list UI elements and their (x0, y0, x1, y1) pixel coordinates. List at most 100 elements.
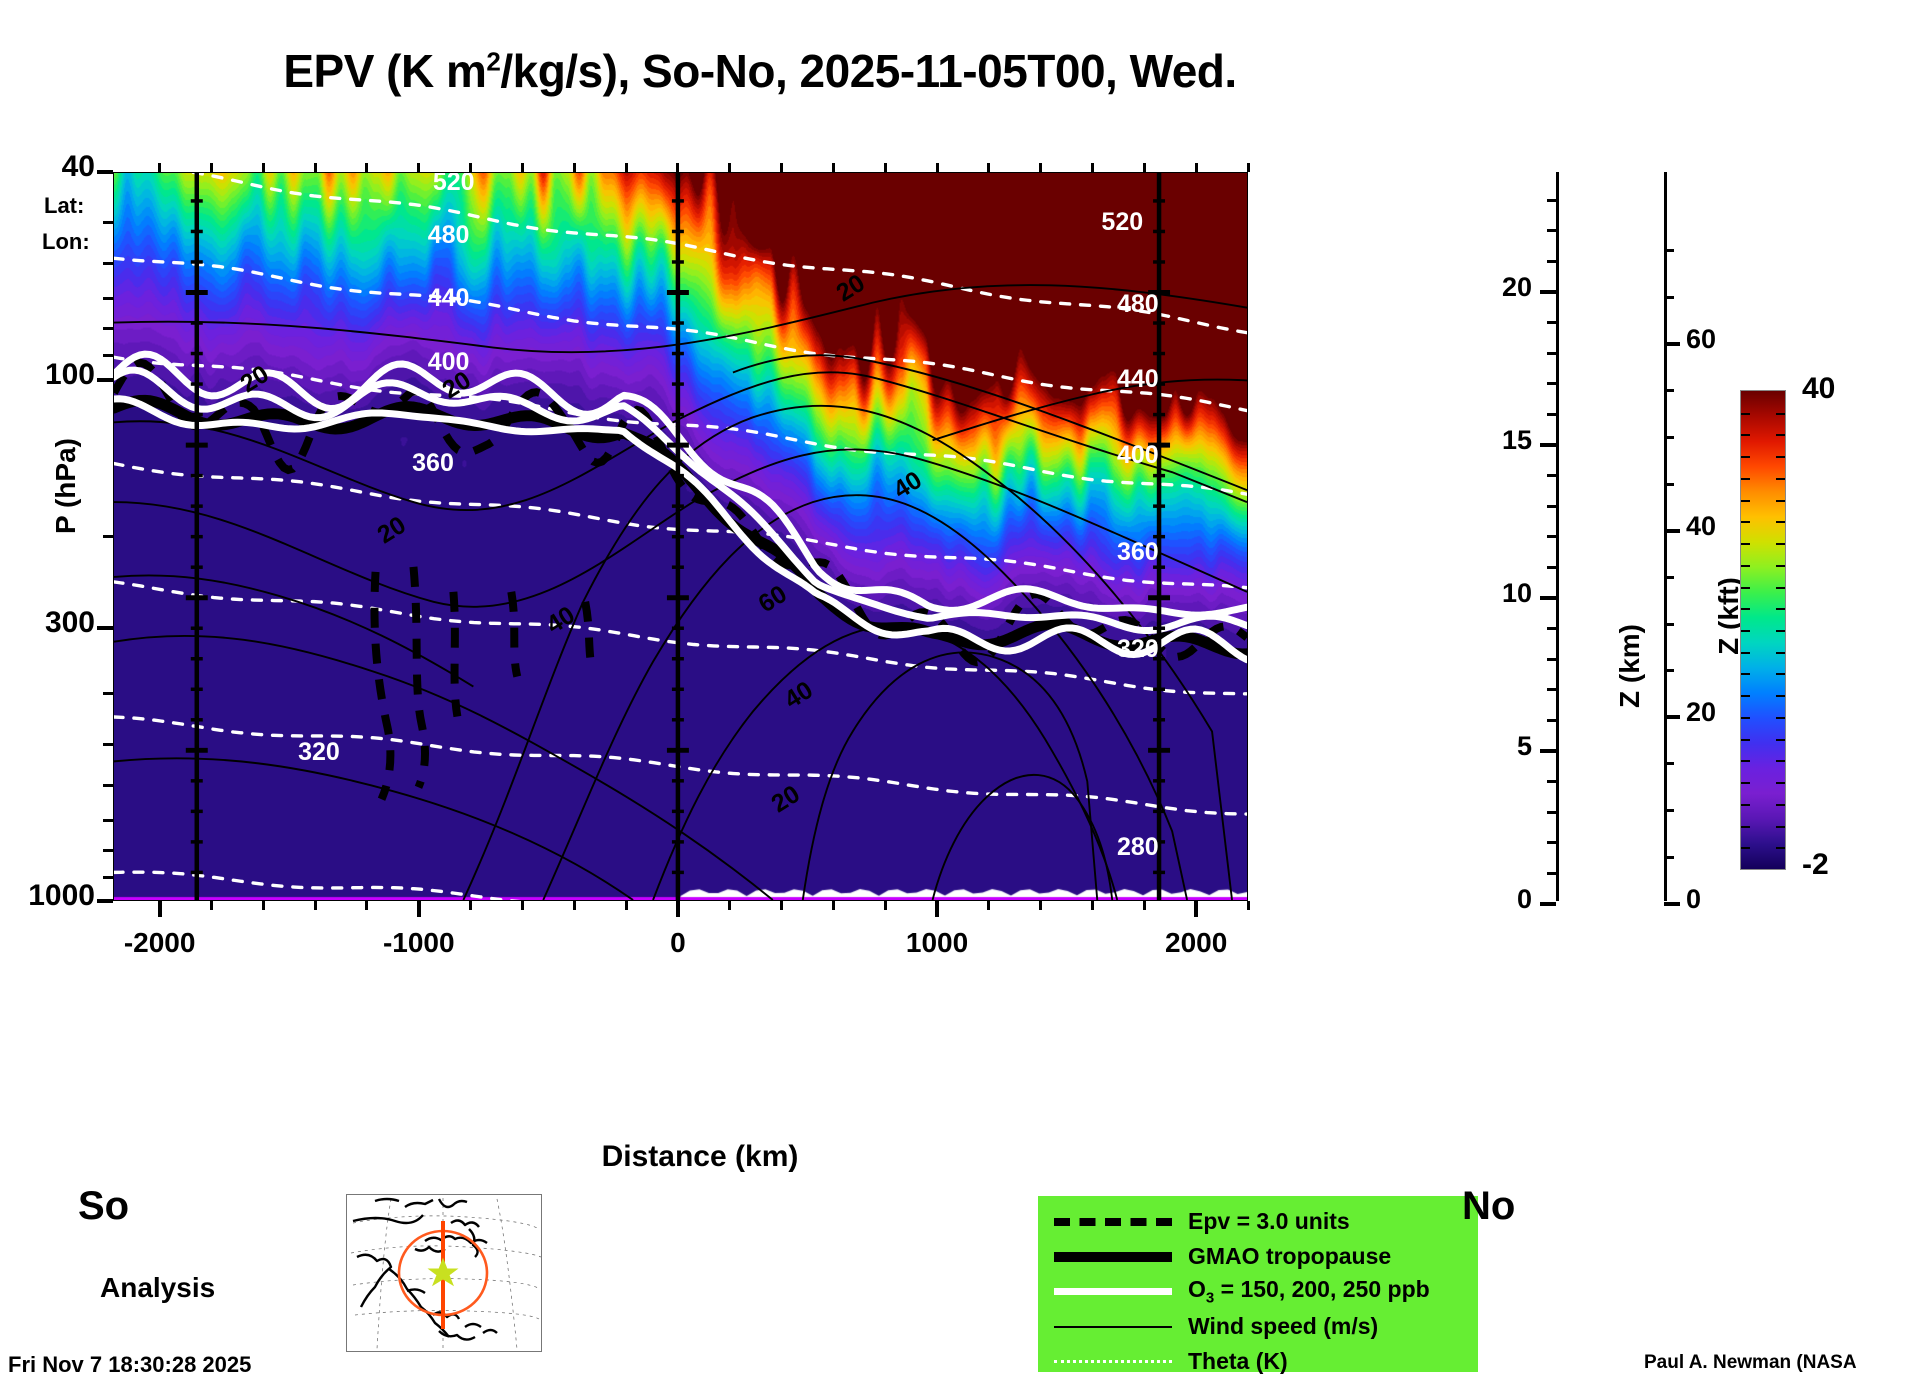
cbar-tick-left-3 (1741, 456, 1750, 459)
zkm-minor-18 (1547, 351, 1556, 355)
zkft-minor-35 (1664, 575, 1674, 579)
xtick-top-2200 (1246, 163, 1250, 172)
xtick-label-1: -1000 (382, 927, 455, 958)
xtick-minor-1800 (1142, 901, 1146, 910)
legend-label-1: GMAO tropopause (1188, 1243, 1392, 1269)
legend-rows: Epv = 3.0 units GMAO tropopause O3 = 150, … (1038, 1196, 1478, 1379)
zkm-minor-23 (1547, 198, 1556, 202)
z-km-axis-title: Z (km) (1614, 624, 1645, 708)
xtick-label-3: 1000 (905, 927, 969, 958)
cbar-tick-right-3 (1776, 456, 1785, 459)
cross-section-plot: 520 480 440 400 360 320 520 480 440 400 360 320 280 2… (113, 172, 1248, 901)
zkm-label-4: 20 (1501, 271, 1532, 302)
xtick-label-2: 0 (670, 927, 686, 958)
cbar-tick-left-11 (1741, 630, 1750, 632)
xtick-minor--400 (572, 901, 576, 910)
y-axis-title: P (hPa) (49, 438, 81, 534)
cbar-tick-right-8 (1776, 564, 1785, 567)
ytick-major-1 (97, 377, 113, 382)
xtick-minor--1400 (313, 901, 317, 910)
xtick-label-4: 2000 (1165, 927, 1228, 958)
xtick-minor--200 (624, 901, 628, 910)
ytick-major-0 (97, 170, 113, 174)
theta-label-2: 440 (427, 283, 470, 312)
zkm-minor-14 (1547, 473, 1556, 477)
wind-contour-i (114, 284, 1247, 354)
xtick-major-0 (157, 901, 162, 917)
x-axis-title: Distance (km) (601, 1140, 799, 1173)
zkm-minor-4 (1547, 780, 1556, 783)
zkm-minor-6 (1547, 718, 1556, 722)
zkm-tick-3 (1540, 442, 1556, 447)
cbar-tick-right-12 (1776, 651, 1785, 654)
zkm-tick-2 (1540, 595, 1556, 600)
ozone-values: = 150, 200, 250 ppb (1214, 1276, 1430, 1303)
xtick-top-0 (676, 163, 680, 172)
zkft-minor-25 (1664, 669, 1674, 673)
legend-swatch-3 (1054, 1325, 1172, 1328)
cbar-tick-left-7 (1741, 543, 1750, 546)
legend-label-0: Epv = 3.0 units (1188, 1208, 1350, 1234)
zkm-minor-2 (1547, 841, 1556, 845)
xtick-minor-800 (883, 901, 887, 910)
page-title: EPV (K m2/kg/s), So-No, 2025-11-05T00, W… (0, 44, 1520, 98)
wind-contour-b (114, 448, 1247, 608)
zkft-tick-1 (1664, 715, 1680, 720)
wind-contour-d (542, 494, 1189, 900)
cbar-tick-left-6 (1741, 521, 1750, 524)
xtick-minor-2200 (1246, 901, 1250, 910)
zkm-minor-8 (1547, 657, 1556, 661)
ozone-subscript: 3 (1205, 1289, 1215, 1307)
analysis-label: Analysis (100, 1272, 216, 1303)
zkft-label-0: 0 (1686, 883, 1702, 914)
theta-label-9: 400 (1116, 440, 1159, 469)
cbar-tick-left-16 (1741, 738, 1750, 741)
ytick-minor-11 (103, 875, 113, 879)
south-endpoint-label: So (78, 1184, 130, 1228)
zkft-minor-5 (1664, 855, 1674, 859)
theta-label-11: 320 (1116, 634, 1159, 663)
ytick-minor-1 (103, 262, 113, 266)
zkft-minor-45 (1664, 482, 1674, 486)
epv-3-filament-5 (581, 601, 597, 673)
cbar-tick-left-18 (1741, 782, 1750, 785)
cbar-tick-left-1 (1741, 412, 1750, 415)
cbar-tick-left-19 (1741, 803, 1750, 806)
zkft-minor-70 (1664, 249, 1674, 253)
cbar-tick-right-7 (1776, 543, 1785, 546)
cbar-tick-right-6 (1776, 521, 1785, 524)
cbar-tick-right-13 (1776, 673, 1785, 676)
ytick-label-1: 100 (44, 357, 95, 391)
xtick-label-0: -2000 (123, 927, 196, 958)
xtick-major-2 (675, 901, 680, 917)
xtick-minor-1600 (1091, 901, 1095, 910)
legend-swatch-0 (1054, 1217, 1172, 1226)
cbar-tick-right-19 (1776, 803, 1785, 806)
theta-contour-280 (114, 870, 521, 900)
xtick-top-800 (883, 163, 887, 172)
colorbar-title: EPV (K m2/kg/s) (1840, 630, 1926, 665)
cbar-tick-right-2 (1776, 434, 1785, 437)
epv-3-filament-2 (409, 566, 429, 789)
theta-label-7: 480 (1116, 290, 1159, 319)
legend-box: Epv = 3.0 units GMAO tropopause O3 = 150, … (1038, 1196, 1478, 1374)
cbar-tick-left-21 (1741, 847, 1750, 850)
legend-item-4: Theta (K) (1038, 1344, 1478, 1379)
zkm-minor-9 (1547, 626, 1556, 630)
wind-contour-g (114, 757, 634, 900)
theta-label-0: 520 (432, 172, 475, 197)
theta-label-10: 360 (1116, 537, 1159, 566)
xtick-major-4 (1194, 901, 1199, 917)
cbar-tick-right-17 (1776, 760, 1785, 763)
legend-key-dashed-thick-black (1038, 1217, 1188, 1226)
cbar-tick-right-9 (1776, 586, 1785, 589)
zkm-minor-7 (1547, 688, 1556, 692)
xtick-top-1400 (1039, 163, 1043, 172)
legend-label-3: Wind speed (m/s) (1188, 1313, 1379, 1339)
zkm-label-1: 5 (1516, 730, 1532, 761)
xtick-top-2000 (1194, 163, 1198, 172)
xtick-minor--800 (469, 901, 473, 910)
xtick-top-1800 (1142, 163, 1146, 172)
zkm-tick-1 (1540, 748, 1556, 753)
cbar-tick-left-12 (1741, 651, 1750, 654)
